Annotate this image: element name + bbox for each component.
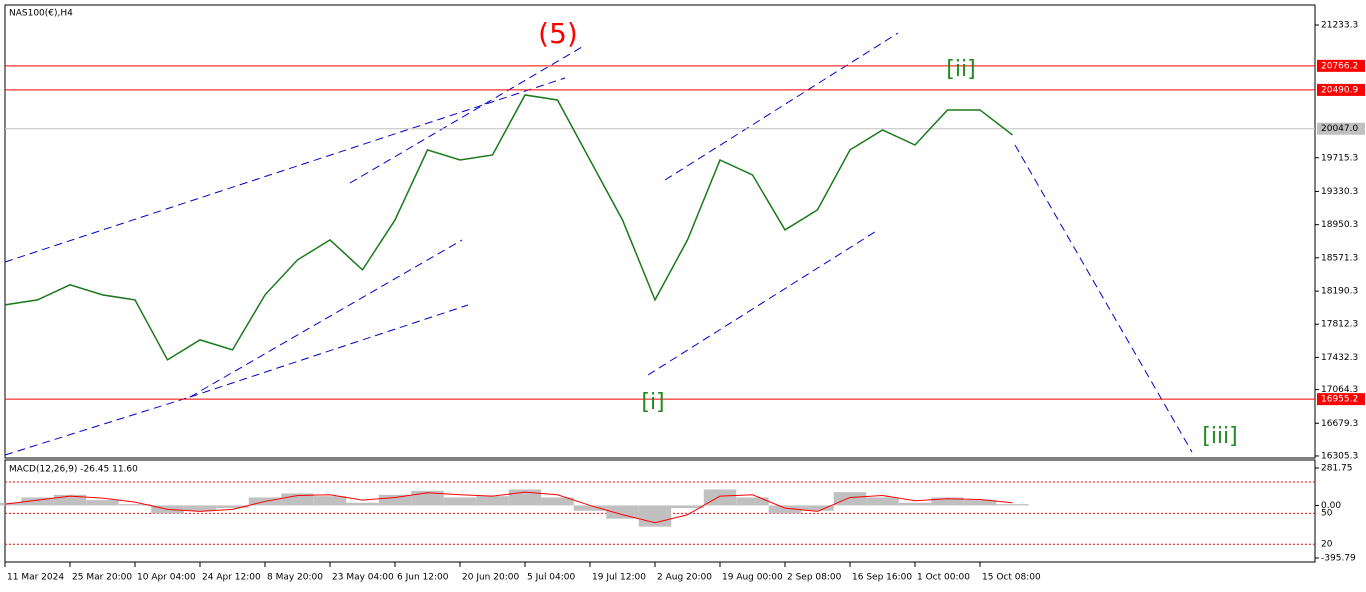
- macd-bar: [703, 489, 737, 506]
- y-tick-label: 18950.3: [1321, 220, 1358, 230]
- macd-bar: [996, 504, 1029, 506]
- x-tick-label: 19 Jul 12:00: [592, 573, 646, 583]
- macd-bar: [53, 494, 87, 506]
- channel-line: [189, 239, 463, 398]
- x-tick-label: 20 Jun 20:00: [462, 573, 519, 583]
- macd-bar: [216, 505, 249, 509]
- macd-bar: [931, 497, 964, 506]
- x-tick-label: 24 Apr 12:00: [202, 573, 261, 583]
- wave-label: [iii]: [1202, 424, 1238, 449]
- y-tick-label: 19330.3: [1321, 187, 1358, 197]
- level-label: 50: [1321, 509, 1333, 519]
- macd-bar: [313, 496, 347, 506]
- x-tick-label: 8 May 20:00: [267, 573, 323, 583]
- level-label: 20490.9: [1321, 85, 1358, 95]
- macd-frame: [4, 459, 1316, 563]
- x-tick-label: 1 Oct 00:00: [917, 573, 970, 583]
- macd-bar: [0, 502, 22, 506]
- channel-line: [349, 46, 583, 184]
- macd-bar: [21, 497, 54, 506]
- y-tick-label: 18190.3: [1321, 287, 1358, 297]
- x-tick-label: 15 Oct 08:00: [982, 573, 1041, 583]
- macd-bar: [898, 502, 932, 506]
- x-tick-label: 19 Aug 00:00: [722, 573, 783, 583]
- y-tick-label: 19715.3: [1321, 153, 1358, 163]
- y-tick-label: 281.75: [1321, 464, 1353, 474]
- channel-line: [647, 229, 879, 376]
- macd-bar: [443, 497, 477, 506]
- channel-line: [189, 304, 469, 398]
- macd-bar: [801, 505, 834, 511]
- level-label-box: [1317, 59, 1365, 72]
- y-tick-label: 18571.3: [1321, 253, 1358, 263]
- macd-bar: [183, 505, 217, 511]
- macd-bar: [736, 497, 769, 506]
- y-tick-label: -395.79: [1321, 553, 1356, 563]
- macd-bar: [476, 496, 509, 506]
- macd-bar: [606, 505, 639, 519]
- level-label-box: [1317, 393, 1365, 406]
- level-label: 20: [1321, 540, 1333, 550]
- y-tick-label: 17064.3: [1321, 385, 1358, 395]
- macd-bar: [281, 493, 314, 506]
- level-label-box: [1317, 122, 1365, 135]
- x-tick-label: 2 Aug 20:00: [657, 573, 712, 583]
- level-label: 16955.2: [1321, 395, 1358, 405]
- wave-label: [ii]: [946, 57, 975, 82]
- x-tick-label: 23 May 04:00: [332, 573, 394, 583]
- x-tick-label: 25 Mar 20:00: [72, 573, 132, 583]
- signal-line: [4, 491, 1013, 524]
- y-tick-label: 17812.3: [1321, 320, 1358, 330]
- channel-line: [4, 77, 566, 263]
- macd-bar: [346, 502, 379, 506]
- macd-bar: [833, 492, 867, 506]
- macd-bar: [573, 505, 607, 511]
- wave-label: [i]: [641, 390, 664, 415]
- macd-bar: [768, 505, 802, 514]
- macd-bar: [118, 504, 152, 506]
- y-tick-label: 0.00: [1321, 501, 1341, 511]
- y-tick-label: 17432.3: [1321, 353, 1358, 363]
- x-tick-label: 5 Jul 04:00: [527, 573, 576, 583]
- level-label: 20766.2: [1321, 61, 1358, 71]
- x-tick-label: 6 Jun 12:00: [397, 573, 449, 583]
- macd-bar: [866, 497, 899, 506]
- y-tick-label: 16679.3: [1321, 419, 1358, 429]
- macd-bar: [378, 494, 412, 506]
- macd-bar: [963, 500, 997, 506]
- wave-channels: [4, 32, 1193, 456]
- x-tick-label: 2 Sep 08:00: [787, 573, 842, 583]
- price-line: [4, 94, 1013, 361]
- level-label-box: [1317, 83, 1365, 96]
- macd-bar: [638, 505, 672, 527]
- price-frame: [4, 4, 1316, 459]
- x-tick-label: 11 Mar 2024: [7, 573, 64, 583]
- y-tick-label: 16305.3: [1321, 451, 1358, 461]
- channel-line: [4, 396, 191, 456]
- macd-bar: [671, 505, 704, 509]
- macd-bar: [86, 500, 119, 506]
- channel-line: [1014, 144, 1193, 453]
- channel-line: [664, 32, 899, 181]
- symbol-title: NAS100(€),H4: [9, 9, 73, 19]
- y-tick-label: 21233.3: [1321, 21, 1358, 31]
- wave-label: (5): [538, 17, 578, 50]
- macd-bar: [541, 497, 574, 506]
- x-tick-label: 16 Sep 16:00: [852, 573, 912, 583]
- macd-title: MACD(12,26,9) -26.45 11.60: [9, 465, 138, 475]
- x-tick-label: 10 Apr 04:00: [137, 573, 196, 583]
- level-label: 20047.0: [1321, 124, 1358, 134]
